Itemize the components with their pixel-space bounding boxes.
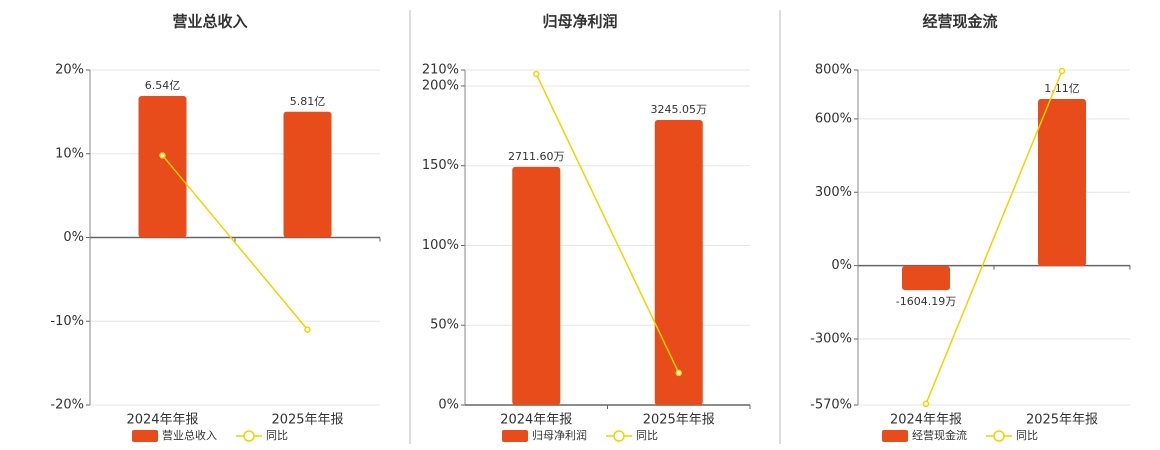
x-tick-label: 2024年年报 (890, 413, 962, 428)
legend-swatch (882, 430, 908, 442)
y-tick-label: 20% (55, 63, 84, 78)
legend-swatch (502, 430, 528, 442)
bar (138, 95, 187, 238)
y-tick-label: 300% (815, 185, 852, 200)
bar (902, 265, 950, 291)
legend-label: 营业总收入 (162, 428, 217, 442)
value-label: 1.11亿 (1044, 82, 1080, 95)
bar (512, 166, 561, 405)
line-point (1058, 67, 1066, 75)
chart-title: 归母净利润 (542, 13, 617, 31)
y-tick-label: 200% (422, 78, 459, 93)
bar (1038, 99, 1086, 266)
x-tick-label: 2025年年报 (271, 413, 343, 428)
value-label: -1604.19万 (896, 295, 956, 308)
y-tick-label: 210% (422, 63, 459, 78)
y-tick-label: 0% (63, 230, 84, 245)
x-tick-label: 2024年年报 (126, 413, 198, 428)
y-tick-label: -10% (50, 314, 84, 329)
line-point (533, 70, 540, 78)
chart-title: 经营现金流 (922, 13, 997, 31)
value-label: 2711.60万 (508, 150, 565, 163)
legend-point (993, 430, 1005, 442)
y-tick-label: 10% (55, 146, 84, 161)
x-tick-label: 2024年年报 (500, 413, 572, 428)
chart-title: 营业总收入 (172, 13, 247, 31)
legend-swatch (132, 430, 158, 442)
line-point (304, 326, 311, 333)
line (535, 73, 680, 374)
line (161, 154, 309, 331)
line-point (159, 152, 166, 159)
y-tick-label: 600% (815, 111, 852, 126)
legend-point (613, 430, 625, 442)
y-tick-label: 0% (438, 398, 459, 413)
legend-point (243, 430, 255, 442)
y-tick-label: -570% (810, 398, 852, 413)
legend-label: 同比 (636, 429, 658, 442)
y-tick-label: 100% (422, 238, 459, 253)
legend-label: 同比 (1016, 429, 1038, 442)
value-label: 5.81亿 (290, 95, 326, 108)
y-tick-label: -20% (50, 398, 84, 413)
value-label: 3245.05万 (651, 103, 708, 116)
y-tick-label: 150% (422, 158, 459, 173)
bar (654, 119, 703, 405)
line-point (675, 369, 682, 377)
bar (283, 111, 332, 238)
y-tick-label: 50% (430, 318, 459, 333)
y-tick-label: 800% (815, 63, 852, 78)
line (925, 70, 1063, 405)
y-tick-label: -300% (810, 331, 852, 346)
line-point (922, 400, 930, 408)
x-tick-label: 2025年年报 (643, 413, 715, 428)
y-tick-label: 0% (831, 258, 852, 273)
x-tick-label: 2025年年报 (1026, 413, 1098, 428)
legend-label: 经营现金流 (912, 428, 967, 442)
legend-label: 归母净利润 (532, 428, 587, 442)
value-label: 6.54亿 (145, 79, 181, 92)
legend-label: 同比 (266, 429, 288, 442)
